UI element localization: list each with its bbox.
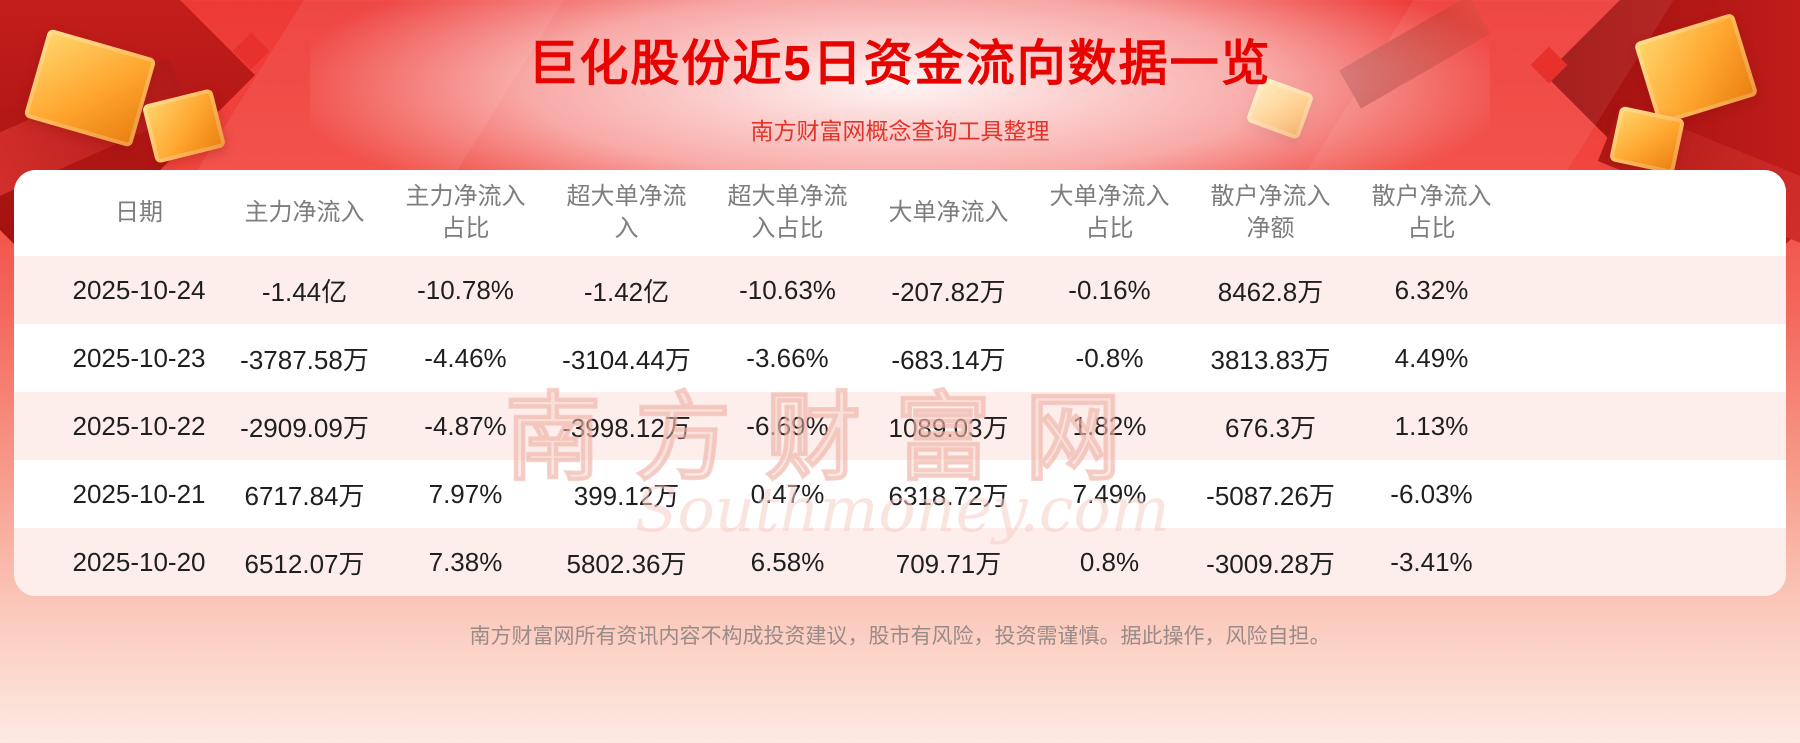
table-cell: 0.8% [1079, 546, 1140, 577]
table-cell: 709.71万 [895, 548, 1002, 579]
table-cell: 7.97% [428, 478, 503, 509]
column-header: 主力净流入占比 [405, 182, 526, 242]
table-cell: -10.78% [417, 274, 514, 305]
table-cell: -4.87% [424, 410, 507, 441]
fund-flow-table: 日期 主力净流入 主力净流入占比 超大单净流入 超大单净流入占比 大单净流入 大… [14, 170, 1786, 596]
table-cell: -4.46% [424, 342, 507, 373]
column-header: 超大单净流入 [566, 182, 687, 242]
table-cell: -3104.44万 [562, 344, 691, 375]
table-cell: 1089.03万 [888, 412, 1009, 443]
table-cell: -0.8% [1075, 342, 1144, 373]
table-cell: 7.49% [1072, 478, 1147, 509]
table-row: 2025-10-22 -2909.09万 -4.87% -3998.12万 -6… [14, 392, 1786, 460]
table-cell: -0.16% [1068, 274, 1151, 305]
table-cell: 8462.8万 [1217, 276, 1324, 307]
table-cell: 4.49% [1394, 342, 1469, 373]
date-cell: 2025-10-20 [72, 546, 206, 577]
table-cell: 1.82% [1072, 410, 1147, 441]
page-title: 巨化股份近5日资金流向数据一览 [528, 37, 1272, 91]
table-cell: -6.69% [746, 410, 829, 441]
table-cell: 6318.72万 [888, 480, 1009, 511]
date-cell: 2025-10-24 [72, 274, 206, 305]
table-header-row: 日期 主力净流入 主力净流入占比 超大单净流入 超大单净流入占比 大单净流入 大… [14, 170, 1786, 256]
date-cell: 2025-10-21 [72, 478, 206, 509]
table-cell: 5802.36万 [566, 548, 687, 579]
table-cell: 6.32% [1394, 274, 1469, 305]
table-cell: -2909.09万 [240, 412, 369, 443]
table-cell: -3009.28万 [1206, 548, 1335, 579]
table-cell: 6717.84万 [244, 480, 365, 511]
table-cell: -3.41% [1390, 546, 1473, 577]
table-cell: -683.14万 [891, 344, 1006, 375]
table-row: 2025-10-21 6717.84万 7.97% 399.12万 0.47% … [14, 460, 1786, 528]
table-cell: -3787.58万 [240, 344, 369, 375]
table-cell: 6512.07万 [244, 548, 365, 579]
page-subtitle: 南方财富网概念查询工具整理 [750, 118, 1050, 144]
table-row: 2025-10-24 -1.44亿 -10.78% -1.42亿 -10.63%… [14, 256, 1786, 324]
table-cell: 399.12万 [573, 480, 680, 511]
table-cell: -1.42亿 [583, 276, 670, 307]
table-cell: -3.66% [746, 342, 829, 373]
table-cell: -1.44亿 [261, 276, 348, 307]
column-header: 主力净流入 [244, 198, 365, 226]
table-cell: -5087.26万 [1206, 480, 1335, 511]
column-header: 超大单净流入占比 [727, 182, 848, 242]
date-cell: 2025-10-22 [72, 410, 206, 441]
table-cell: 676.3万 [1224, 412, 1317, 443]
column-header: 散户净流入净额 [1210, 182, 1331, 242]
column-header-date: 日期 [115, 198, 163, 226]
disclaimer-text: 南方财富网所有资讯内容不构成投资建议，股市有风险，投资需谨慎。据此操作，风险自担… [469, 625, 1331, 648]
table-cell: 6.58% [750, 546, 825, 577]
table-cell: 7.38% [428, 546, 503, 577]
table-cell: -10.63% [739, 274, 836, 305]
table-cell: -207.82万 [891, 276, 1006, 307]
table-cell: -3998.12万 [562, 412, 691, 443]
table-row: 2025-10-23 -3787.58万 -4.46% -3104.44万 -3… [14, 324, 1786, 392]
date-cell: 2025-10-23 [72, 342, 206, 373]
column-header: 大单净流入占比 [1049, 182, 1170, 242]
table-row: 2025-10-20 6512.07万 7.38% 5802.36万 6.58%… [14, 528, 1786, 596]
table-cell: 1.13% [1394, 410, 1469, 441]
column-header: 散户净流入占比 [1371, 182, 1492, 242]
column-header: 大单净流入 [888, 198, 1009, 226]
table-cell: 0.47% [750, 478, 825, 509]
table-cell: -6.03% [1390, 478, 1473, 509]
table-cell: 3813.83万 [1210, 344, 1331, 375]
